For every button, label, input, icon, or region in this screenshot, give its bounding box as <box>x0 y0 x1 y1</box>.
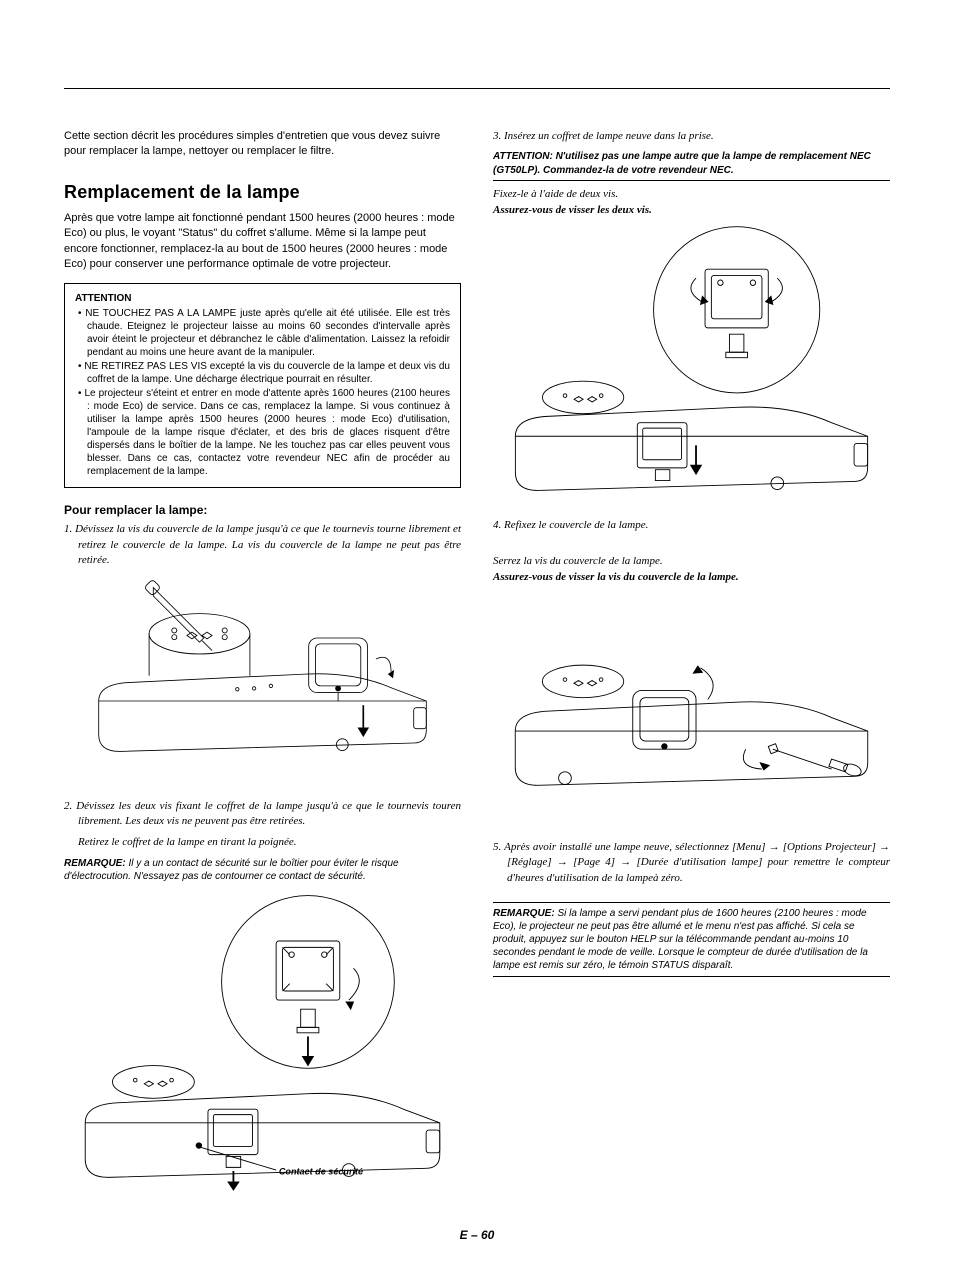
step-3b: Fixez-le à l'aide de deux vis. Assurez-v… <box>493 187 890 218</box>
step-2b: Retirez le coffret de la lampe en tirant… <box>64 835 461 850</box>
step5-part: 5. Après avoir installé une lampe neuve,… <box>493 841 769 853</box>
step-4-detail: Serrez la vis du couvercle de la lampe. … <box>493 554 890 585</box>
remark2-label: REMARQUE: <box>493 908 555 919</box>
remark-2: REMARQUE: Si la lampe a servi pendant pl… <box>493 902 890 977</box>
page-footer: E – 60 <box>0 1227 954 1244</box>
step5-part: [Page 4] <box>573 856 620 868</box>
intro-text: Cette section décrit les procédures simp… <box>64 129 461 160</box>
attention-item: NE TOUCHEZ PAS A LA LAMPE juste après qu… <box>75 307 450 359</box>
procedure-subtitle: Pour remplacer la lampe: <box>64 502 461 519</box>
remark-label: REMARQUE: <box>64 858 126 869</box>
two-column-layout: Cette section décrit les procédures simp… <box>64 129 890 1205</box>
step-2: 2. Dévissez les deux vis fixant le coffr… <box>64 799 461 830</box>
step-3b-line2: Assurez-vous de visser les deux vis. <box>493 204 652 216</box>
warning-nec-lamp: ATTENTION: N'utilisez pas une lampe autr… <box>493 150 890 181</box>
intro-paragraph: Après que votre lampe ait fonctionné pen… <box>64 211 461 273</box>
remark-1: REMARQUE: Il y a un contact de sécurité … <box>64 857 461 883</box>
left-column: Cette section décrit les procédures simp… <box>64 129 461 1205</box>
attention-box: ATTENTION NE TOUCHEZ PAS A LA LAMPE just… <box>64 283 461 488</box>
step5-part: [Réglage] <box>507 856 557 868</box>
figure-step-2: Contact de sécurité <box>64 891 461 1191</box>
attention-list: NE TOUCHEZ PAS A LA LAMPE juste après qu… <box>75 307 450 478</box>
attention-title: ATTENTION <box>75 292 450 305</box>
section-heading: Remplacement de la lampe <box>64 180 461 205</box>
step-4b: Serrez la vis du couvercle de la lampe. <box>493 555 663 567</box>
figure-step-1 <box>64 575 461 785</box>
step-3: 3. Insérez un coffret de lampe neuve dan… <box>493 129 890 144</box>
step-1: 1. Dévissez la vis du couvercle de la la… <box>64 522 461 568</box>
right-column: 3. Insérez un coffret de lampe neuve dan… <box>493 129 890 1205</box>
step-4c: Assurez-vous de visser la vis du couverc… <box>493 571 739 583</box>
figure-step-4 <box>493 591 890 826</box>
top-rule <box>64 88 890 89</box>
step-4: 4. Refixez le couvercle de la lampe. <box>493 518 890 533</box>
step-5: 5. Après avoir installé une lampe neuve,… <box>493 840 890 886</box>
attention-item: NE RETIREZ PAS LES VIS excepté la vis du… <box>75 360 450 386</box>
attention-item: Le projecteur s'éteint et entrer en mode… <box>75 387 450 478</box>
step5-part: [Options Projecteur] <box>783 841 879 853</box>
figure-step-3 <box>493 224 890 504</box>
interlock-callout: Contact de sécurité <box>279 1166 363 1176</box>
step-3b-line1: Fixez-le à l'aide de deux vis. <box>493 188 618 200</box>
